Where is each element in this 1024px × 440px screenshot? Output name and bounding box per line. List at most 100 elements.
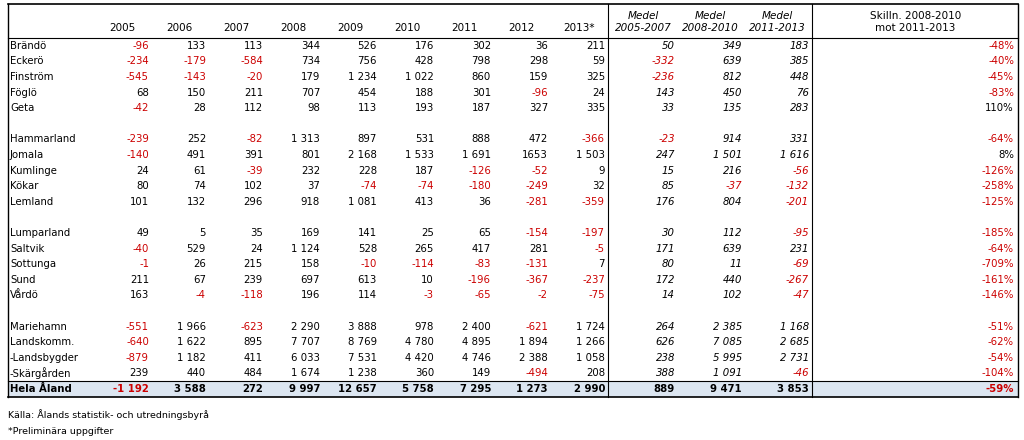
Text: 1 124: 1 124 [291, 244, 319, 253]
Text: 68: 68 [136, 88, 150, 98]
Text: 2011-2013: 2011-2013 [750, 23, 806, 33]
Text: Hammarland: Hammarland [10, 134, 76, 144]
Text: *Preliminära uppgifter: *Preliminära uppgifter [8, 427, 114, 436]
Text: Skilln. 2008-2010: Skilln. 2008-2010 [869, 11, 962, 21]
Text: 32: 32 [592, 181, 605, 191]
Text: 112: 112 [723, 228, 742, 238]
Text: 1 273: 1 273 [516, 384, 548, 394]
Text: Brändö: Brändö [10, 41, 46, 51]
Text: 895: 895 [244, 337, 263, 347]
Text: -621: -621 [525, 322, 548, 332]
Text: -5: -5 [595, 244, 605, 253]
Text: -640: -640 [126, 337, 150, 347]
Text: 113: 113 [244, 41, 263, 51]
Text: 1 081: 1 081 [348, 197, 377, 207]
Text: -367: -367 [525, 275, 548, 285]
Text: -74: -74 [360, 181, 377, 191]
Text: -65: -65 [474, 290, 490, 301]
Text: 208: 208 [586, 368, 605, 378]
Text: 228: 228 [357, 165, 377, 176]
Text: 888: 888 [472, 134, 490, 144]
Text: -146%: -146% [982, 290, 1014, 301]
Text: -42: -42 [133, 103, 150, 113]
Text: -237: -237 [582, 275, 605, 285]
Text: -179: -179 [183, 56, 206, 66]
Text: 102: 102 [244, 181, 263, 191]
Text: 335: 335 [586, 103, 605, 113]
Text: 188: 188 [415, 88, 434, 98]
Text: 183: 183 [790, 41, 809, 51]
Text: 1 894: 1 894 [519, 337, 548, 347]
Text: 2013*: 2013* [563, 23, 594, 33]
Text: 2008: 2008 [281, 23, 306, 33]
Text: 448: 448 [790, 72, 809, 82]
Text: 265: 265 [415, 244, 434, 253]
Text: -185%: -185% [982, 228, 1014, 238]
Text: 8%: 8% [998, 150, 1014, 160]
Text: -359: -359 [582, 197, 605, 207]
Text: 1 022: 1 022 [406, 72, 434, 82]
Text: 26: 26 [194, 259, 206, 269]
Text: 2 685: 2 685 [779, 337, 809, 347]
Text: 801: 801 [301, 150, 319, 160]
Text: -332: -332 [652, 56, 675, 66]
Text: 211: 211 [244, 88, 263, 98]
Text: 2011: 2011 [452, 23, 477, 33]
Text: 1 266: 1 266 [575, 337, 605, 347]
Text: 325: 325 [586, 72, 605, 82]
Text: 1 182: 1 182 [177, 353, 206, 363]
Text: Medel: Medel [762, 11, 794, 21]
Text: -281: -281 [525, 197, 548, 207]
Text: 36: 36 [478, 197, 490, 207]
Text: 215: 215 [244, 259, 263, 269]
Text: 4 780: 4 780 [406, 337, 434, 347]
Text: -45%: -45% [988, 72, 1014, 82]
Text: Jomala: Jomala [10, 150, 44, 160]
Text: 2 290: 2 290 [291, 322, 319, 332]
Text: -1: -1 [139, 259, 150, 269]
Text: 133: 133 [186, 41, 206, 51]
Text: 798: 798 [472, 56, 490, 66]
Text: -197: -197 [582, 228, 605, 238]
Text: -39: -39 [247, 165, 263, 176]
Text: 176: 176 [655, 197, 675, 207]
Text: Vårdö: Vårdö [10, 290, 39, 301]
Text: 2012: 2012 [508, 23, 535, 33]
Text: Medel: Medel [695, 11, 726, 21]
Text: 360: 360 [415, 368, 434, 378]
Text: Sund: Sund [10, 275, 36, 285]
Text: 2 731: 2 731 [779, 353, 809, 363]
Text: -64%: -64% [988, 244, 1014, 253]
Text: 37: 37 [307, 181, 319, 191]
Text: -64%: -64% [988, 134, 1014, 144]
Text: -1 192: -1 192 [113, 384, 150, 394]
Text: 2009: 2009 [337, 23, 364, 33]
Text: 85: 85 [662, 181, 675, 191]
Text: 897: 897 [357, 134, 377, 144]
Text: 10: 10 [421, 275, 434, 285]
Text: 239: 239 [130, 368, 150, 378]
Text: 24: 24 [136, 165, 150, 176]
Text: 59: 59 [592, 56, 605, 66]
Text: 707: 707 [301, 88, 319, 98]
Text: 1 091: 1 091 [713, 368, 742, 378]
Text: -Skärgården: -Skärgården [10, 367, 72, 379]
Text: -69: -69 [793, 259, 809, 269]
Text: 112: 112 [244, 103, 263, 113]
Text: 28: 28 [194, 103, 206, 113]
Text: 143: 143 [655, 88, 675, 98]
Text: 812: 812 [723, 72, 742, 82]
Text: -59%: -59% [985, 384, 1014, 394]
Text: -114: -114 [412, 259, 434, 269]
Text: 67: 67 [193, 275, 206, 285]
Text: -140: -140 [126, 150, 150, 160]
Text: 35: 35 [250, 228, 263, 238]
Text: 169: 169 [301, 228, 319, 238]
Text: 914: 914 [723, 134, 742, 144]
Text: -709%: -709% [981, 259, 1014, 269]
Text: 187: 187 [472, 103, 490, 113]
Text: -180: -180 [468, 181, 490, 191]
Text: 239: 239 [244, 275, 263, 285]
Text: -40%: -40% [988, 56, 1014, 66]
Text: 149: 149 [472, 368, 490, 378]
